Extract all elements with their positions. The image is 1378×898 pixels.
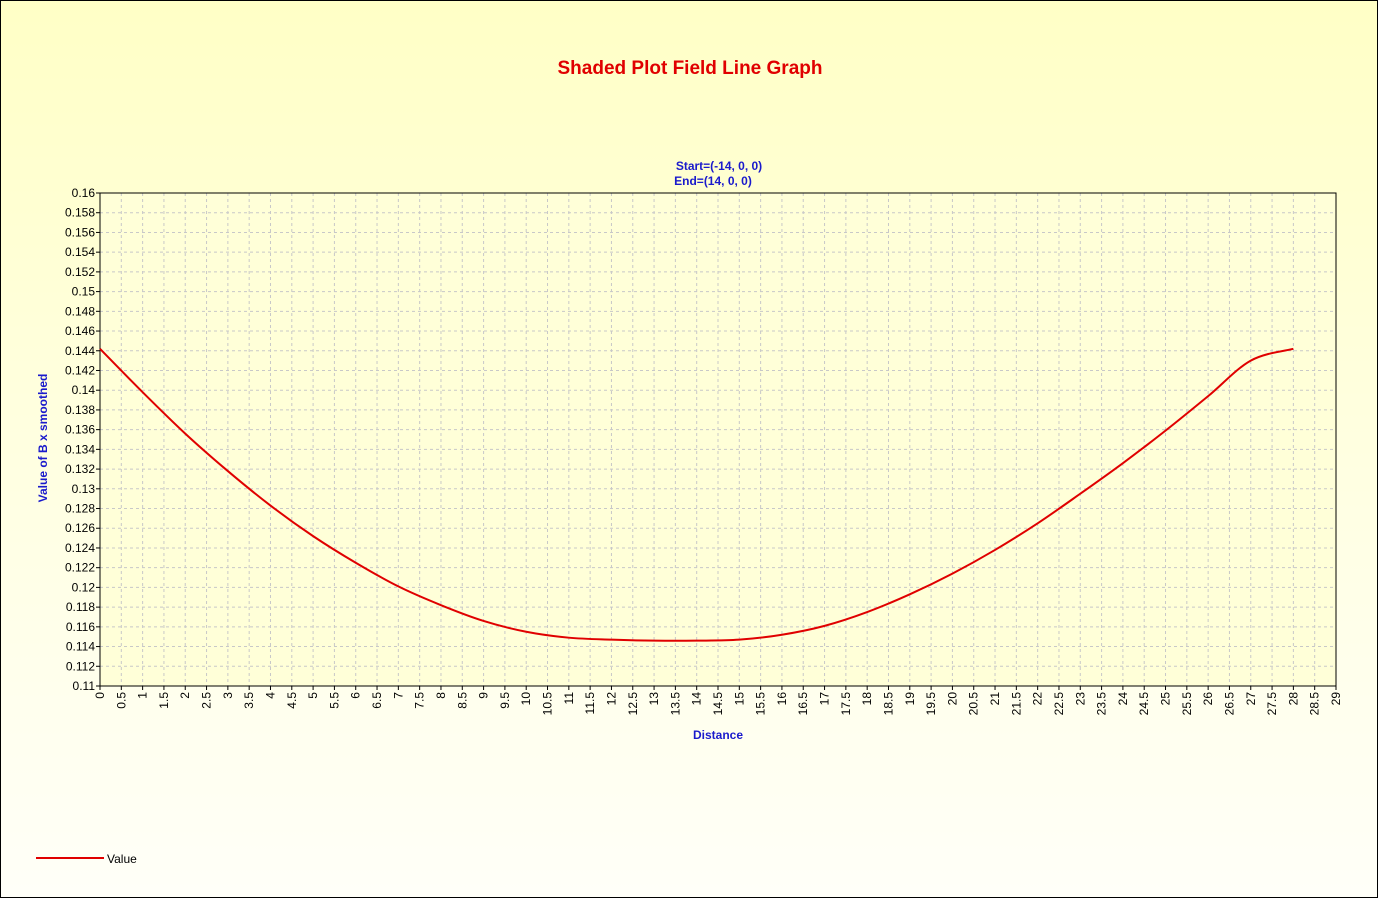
y-tick-label: 0.16 (72, 186, 96, 200)
x-tick-label: 18.5 (881, 692, 895, 716)
x-tick-label: 19 (903, 692, 917, 706)
x-tick-label: 27.5 (1265, 692, 1279, 716)
x-tick-label: 23.5 (1095, 692, 1109, 716)
x-tick-label: 16 (775, 692, 789, 706)
x-tick-label: 8 (434, 692, 448, 699)
y-tick-label: 0.12 (72, 580, 96, 594)
x-tick-label: 14.5 (711, 692, 725, 716)
x-tick-label: 10 (519, 692, 533, 706)
x-axis-label: Distance (693, 728, 743, 742)
y-tick-label: 0.126 (65, 521, 95, 535)
y-tick-label: 0.138 (65, 403, 95, 417)
y-tick-label: 0.116 (66, 620, 95, 634)
grid (100, 193, 1336, 686)
y-tick-label: 0.114 (66, 640, 95, 654)
series-group (99, 347, 1294, 642)
y-axis: 0.11 0.112 0.114 0.116 0.118 0.12 0.122 0.124 0.… (65, 186, 100, 693)
x-tick-label: 10.5 (541, 692, 555, 716)
x-tick-label: 28 (1286, 692, 1300, 706)
x-tick-label: 24 (1116, 692, 1130, 706)
y-tick-label: 0.132 (65, 462, 95, 476)
x-tick-label: 6 (349, 692, 363, 699)
chart-subtitle-start: Start=(-14, 0, 0) (676, 159, 762, 173)
x-tick-label: 4.5 (285, 692, 299, 709)
x-tick-label: 11.5 (583, 692, 597, 715)
x-tick-label: 17.5 (839, 692, 853, 716)
x-tick-label: 12.5 (626, 692, 640, 716)
x-tick-label: 5.5 (327, 692, 341, 709)
x-tick-label: 12 (604, 692, 618, 706)
x-tick-label: 17 (818, 692, 832, 706)
x-tick-label: 1 (136, 692, 150, 699)
y-tick-label: 0.146 (65, 324, 95, 338)
x-tick-label: 6.5 (370, 692, 384, 709)
y-tick-label: 0.13 (72, 482, 96, 496)
x-tick-label: 11 (562, 692, 576, 705)
y-tick-label: 0.134 (65, 442, 95, 456)
x-tick-label: 24.5 (1137, 692, 1151, 716)
x-tick-label: 22 (1031, 692, 1045, 706)
x-tick-label: 4 (263, 692, 277, 699)
y-tick-label: 0.11 (73, 679, 96, 693)
x-tick-label: 27 (1244, 692, 1258, 706)
x-tick-label: 15.5 (754, 692, 768, 716)
series-line-value (99, 347, 1294, 642)
y-tick-label: 0.158 (65, 206, 95, 220)
x-tick-label: 7.5 (413, 692, 427, 709)
y-tick-label: 0.124 (65, 541, 95, 555)
x-tick-label: 18 (860, 692, 874, 706)
x-tick-label: 8.5 (455, 692, 469, 709)
legend-label: Value (107, 852, 137, 866)
x-tick-label: 20 (945, 692, 959, 706)
y-tick-label: 0.142 (65, 363, 95, 377)
x-axis: 0 0.5 1 1.5 2 2.5 3 3.5 4 4.5 5 5.5 6 6.5 7 7.5 8 8.5 9 9.5… (93, 686, 1343, 715)
y-tick-label: 0.14 (72, 383, 96, 397)
x-tick-label: 26.5 (1222, 692, 1236, 716)
x-tick-label: 1.5 (157, 692, 171, 709)
x-tick-label: 20.5 (967, 692, 981, 716)
y-tick-label: 0.15 (72, 285, 96, 299)
x-tick-label: 25.5 (1180, 692, 1194, 716)
x-tick-label: 29 (1329, 692, 1343, 706)
x-tick-label: 22.5 (1052, 692, 1066, 716)
x-tick-label: 28.5 (1308, 692, 1322, 716)
x-tick-label: 2 (178, 692, 192, 699)
x-tick-label: 5 (306, 692, 320, 699)
x-tick-label: 16.5 (796, 692, 810, 716)
chart-title: Shaded Plot Field Line Graph (558, 58, 823, 79)
chart-subtitle-end: End=(14, 0, 0) (674, 174, 752, 188)
x-tick-label: 0 (93, 692, 107, 699)
x-tick-label: 15 (732, 692, 746, 706)
x-tick-label: 21 (988, 692, 1002, 706)
y-axis-label: Value of B x smoothed (36, 374, 50, 503)
x-tick-label: 3.5 (242, 692, 256, 709)
y-tick-label: 0.144 (65, 344, 95, 358)
y-tick-label: 0.112 (66, 659, 95, 673)
x-tick-label: 9 (477, 692, 491, 699)
x-tick-label: 25 (1159, 692, 1173, 706)
x-tick-label: 0.5 (114, 692, 128, 709)
y-tick-label: 0.122 (65, 561, 95, 575)
x-tick-label: 7 (391, 692, 405, 699)
y-tick-label: 0.152 (65, 265, 95, 279)
x-tick-label: 3 (221, 692, 235, 699)
x-tick-label: 26 (1201, 692, 1215, 706)
x-tick-label: 19.5 (924, 692, 938, 716)
y-tick-label: 0.148 (65, 304, 95, 318)
legend: Value (36, 852, 137, 866)
y-tick-label: 0.136 (65, 423, 95, 437)
x-tick-label: 2.5 (200, 692, 214, 709)
y-tick-label: 0.128 (65, 502, 95, 516)
x-tick-label: 13 (647, 692, 661, 706)
x-tick-label: 14 (690, 692, 704, 706)
y-tick-label: 0.156 (65, 225, 95, 239)
x-tick-label: 21.5 (1009, 692, 1023, 716)
x-tick-label: 23 (1073, 692, 1087, 706)
x-tick-label: 9.5 (498, 692, 512, 709)
y-tick-label: 0.118 (66, 600, 95, 614)
x-tick-label: 13.5 (668, 692, 682, 716)
y-tick-label: 0.154 (65, 245, 95, 259)
